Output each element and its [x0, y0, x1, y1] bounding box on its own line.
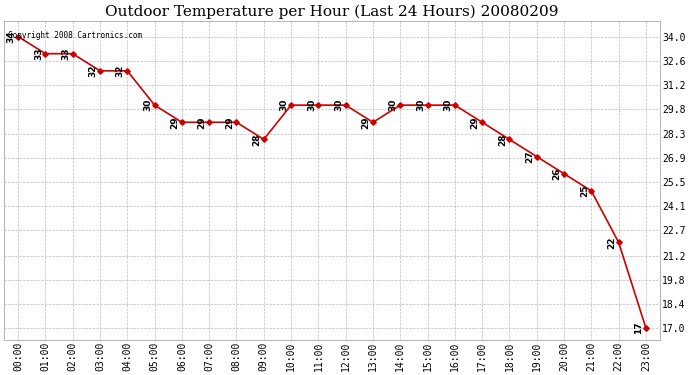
Text: 32: 32 — [88, 64, 97, 77]
Text: 30: 30 — [388, 99, 398, 111]
Text: 28: 28 — [253, 133, 262, 146]
Text: 29: 29 — [362, 116, 371, 129]
Text: 34: 34 — [7, 30, 16, 43]
Text: 17: 17 — [635, 322, 644, 334]
Text: 29: 29 — [198, 116, 207, 129]
Text: Copyright 2008 Cartronics.com: Copyright 2008 Cartronics.com — [8, 31, 142, 40]
Text: 30: 30 — [307, 99, 316, 111]
Text: 30: 30 — [143, 99, 152, 111]
Text: 33: 33 — [34, 48, 43, 60]
Text: 28: 28 — [498, 133, 507, 146]
Text: 33: 33 — [61, 48, 70, 60]
Text: 27: 27 — [525, 150, 534, 163]
Text: 22: 22 — [607, 236, 616, 249]
Text: 30: 30 — [334, 99, 343, 111]
Text: 30: 30 — [416, 99, 425, 111]
Text: 26: 26 — [553, 168, 562, 180]
Text: 29: 29 — [471, 116, 480, 129]
Text: 30: 30 — [444, 99, 453, 111]
Text: 29: 29 — [225, 116, 234, 129]
Text: 30: 30 — [279, 99, 288, 111]
Title: Outdoor Temperature per Hour (Last 24 Hours) 20080209: Outdoor Temperature per Hour (Last 24 Ho… — [106, 4, 559, 18]
Text: 29: 29 — [170, 116, 179, 129]
Text: 25: 25 — [580, 184, 589, 197]
Text: 32: 32 — [116, 64, 125, 77]
